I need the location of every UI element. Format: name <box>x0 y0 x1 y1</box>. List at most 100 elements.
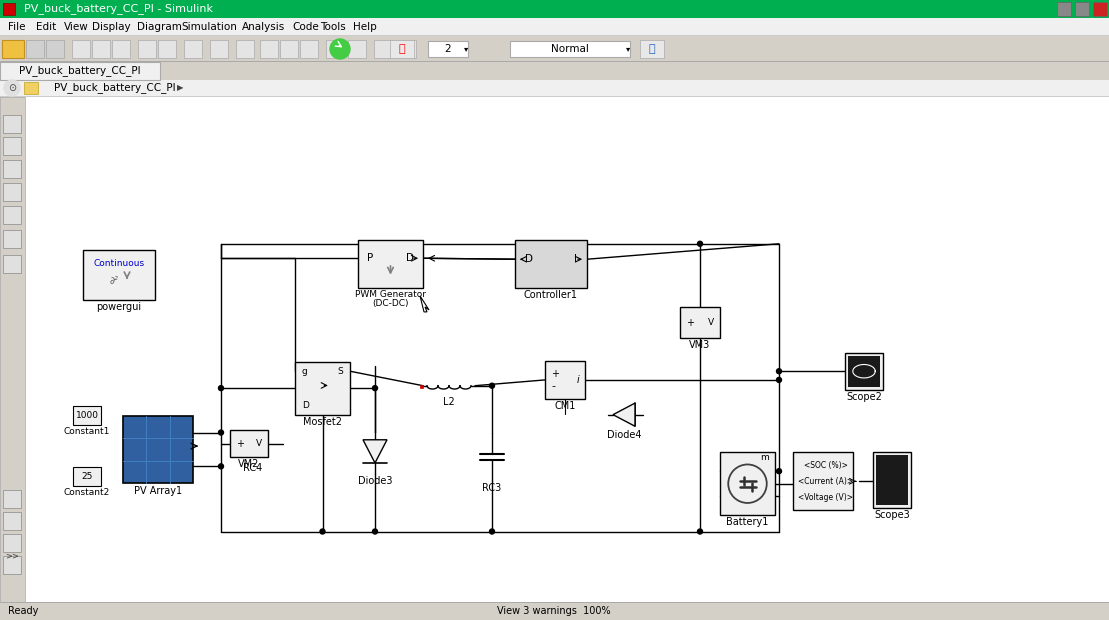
Bar <box>0 602 1109 620</box>
Bar <box>326 40 344 58</box>
Bar <box>3 160 21 178</box>
Text: PV_buck_battery_CC_PI: PV_buck_battery_CC_PI <box>19 66 141 76</box>
Bar <box>0 0 1109 18</box>
Text: Diode4: Diode4 <box>607 430 641 440</box>
Bar <box>398 40 416 58</box>
Bar <box>793 453 853 510</box>
Bar <box>26 97 1109 602</box>
Polygon shape <box>613 403 635 427</box>
Bar <box>848 356 881 387</box>
Bar <box>1093 2 1107 16</box>
Text: Ready: Ready <box>8 606 39 616</box>
Bar <box>72 40 90 58</box>
Bar <box>374 40 396 58</box>
Text: CM1: CM1 <box>554 401 576 411</box>
Text: ⊙: ⊙ <box>8 83 16 93</box>
Text: Analysis: Analysis <box>242 22 285 32</box>
Bar <box>720 453 775 515</box>
Text: <Current (A)>: <Current (A)> <box>798 477 854 486</box>
Bar <box>428 41 468 57</box>
Polygon shape <box>420 296 429 312</box>
Text: File: File <box>8 22 26 32</box>
Bar <box>510 41 630 57</box>
Circle shape <box>489 383 495 388</box>
Text: View: View <box>64 22 89 32</box>
Bar <box>210 40 228 58</box>
Text: 2: 2 <box>445 44 451 54</box>
Text: Constant1: Constant1 <box>64 427 110 436</box>
Text: -: - <box>551 381 554 391</box>
Bar <box>876 455 908 505</box>
Text: I: I <box>574 254 577 264</box>
Bar <box>3 115 21 133</box>
Circle shape <box>698 529 702 534</box>
Bar <box>3 137 21 155</box>
Text: +: + <box>551 369 559 379</box>
Text: ▶: ▶ <box>176 84 183 92</box>
Circle shape <box>776 369 782 374</box>
Text: <SOC (%)>: <SOC (%)> <box>804 461 848 469</box>
Text: Scope2: Scope2 <box>846 392 882 402</box>
Text: D: D <box>525 254 533 264</box>
Text: View 3 warnings  100%: View 3 warnings 100% <box>497 606 611 616</box>
Bar <box>92 40 110 58</box>
Bar <box>0 97 26 602</box>
Text: ▾: ▾ <box>464 45 468 53</box>
Bar <box>295 361 350 415</box>
Bar <box>260 40 278 58</box>
Bar <box>301 40 318 58</box>
Text: S: S <box>337 366 343 376</box>
Bar <box>390 40 414 58</box>
Bar <box>73 467 101 486</box>
Circle shape <box>218 430 224 435</box>
Text: Scope3: Scope3 <box>874 510 909 520</box>
Text: Simulation: Simulation <box>181 22 237 32</box>
Bar <box>845 353 883 389</box>
Text: >>: >> <box>6 552 19 560</box>
Text: ∂²: ∂² <box>110 276 119 286</box>
Text: L2: L2 <box>444 397 455 407</box>
Bar <box>348 40 366 58</box>
Text: Code: Code <box>292 22 318 32</box>
Circle shape <box>373 529 377 534</box>
Bar <box>0 36 1109 62</box>
Circle shape <box>489 529 495 534</box>
Circle shape <box>698 241 702 246</box>
Bar <box>3 534 21 552</box>
Text: i: i <box>577 375 579 385</box>
Text: VM3: VM3 <box>690 340 711 350</box>
Text: Edit: Edit <box>35 22 57 32</box>
Text: PV Array1: PV Array1 <box>134 486 182 496</box>
Bar <box>3 206 21 224</box>
Bar <box>358 240 423 288</box>
Bar <box>112 40 130 58</box>
Text: Controller1: Controller1 <box>523 290 578 300</box>
Circle shape <box>218 464 224 469</box>
Bar <box>2 40 24 58</box>
Circle shape <box>330 39 350 59</box>
Text: 1000: 1000 <box>75 411 99 420</box>
Text: Diode3: Diode3 <box>358 477 393 487</box>
Bar <box>3 183 21 201</box>
Bar <box>24 82 38 94</box>
Bar <box>3 230 21 248</box>
Bar <box>1075 2 1089 16</box>
Bar <box>873 453 910 508</box>
Bar <box>3 556 21 574</box>
Bar <box>515 240 587 288</box>
Circle shape <box>776 469 782 474</box>
Bar <box>83 250 155 300</box>
Circle shape <box>776 378 782 383</box>
Bar <box>0 18 1109 36</box>
Text: m: m <box>761 453 769 462</box>
Text: Help: Help <box>354 22 377 32</box>
Text: PV_buck_battery_CC_PI - Simulink: PV_buck_battery_CC_PI - Simulink <box>24 4 213 14</box>
Bar <box>230 430 268 457</box>
Bar <box>3 490 21 508</box>
Bar <box>640 40 664 58</box>
Text: V: V <box>256 439 262 448</box>
Bar <box>680 308 720 339</box>
Bar <box>3 3 16 15</box>
Bar <box>236 40 254 58</box>
Bar <box>0 62 160 80</box>
